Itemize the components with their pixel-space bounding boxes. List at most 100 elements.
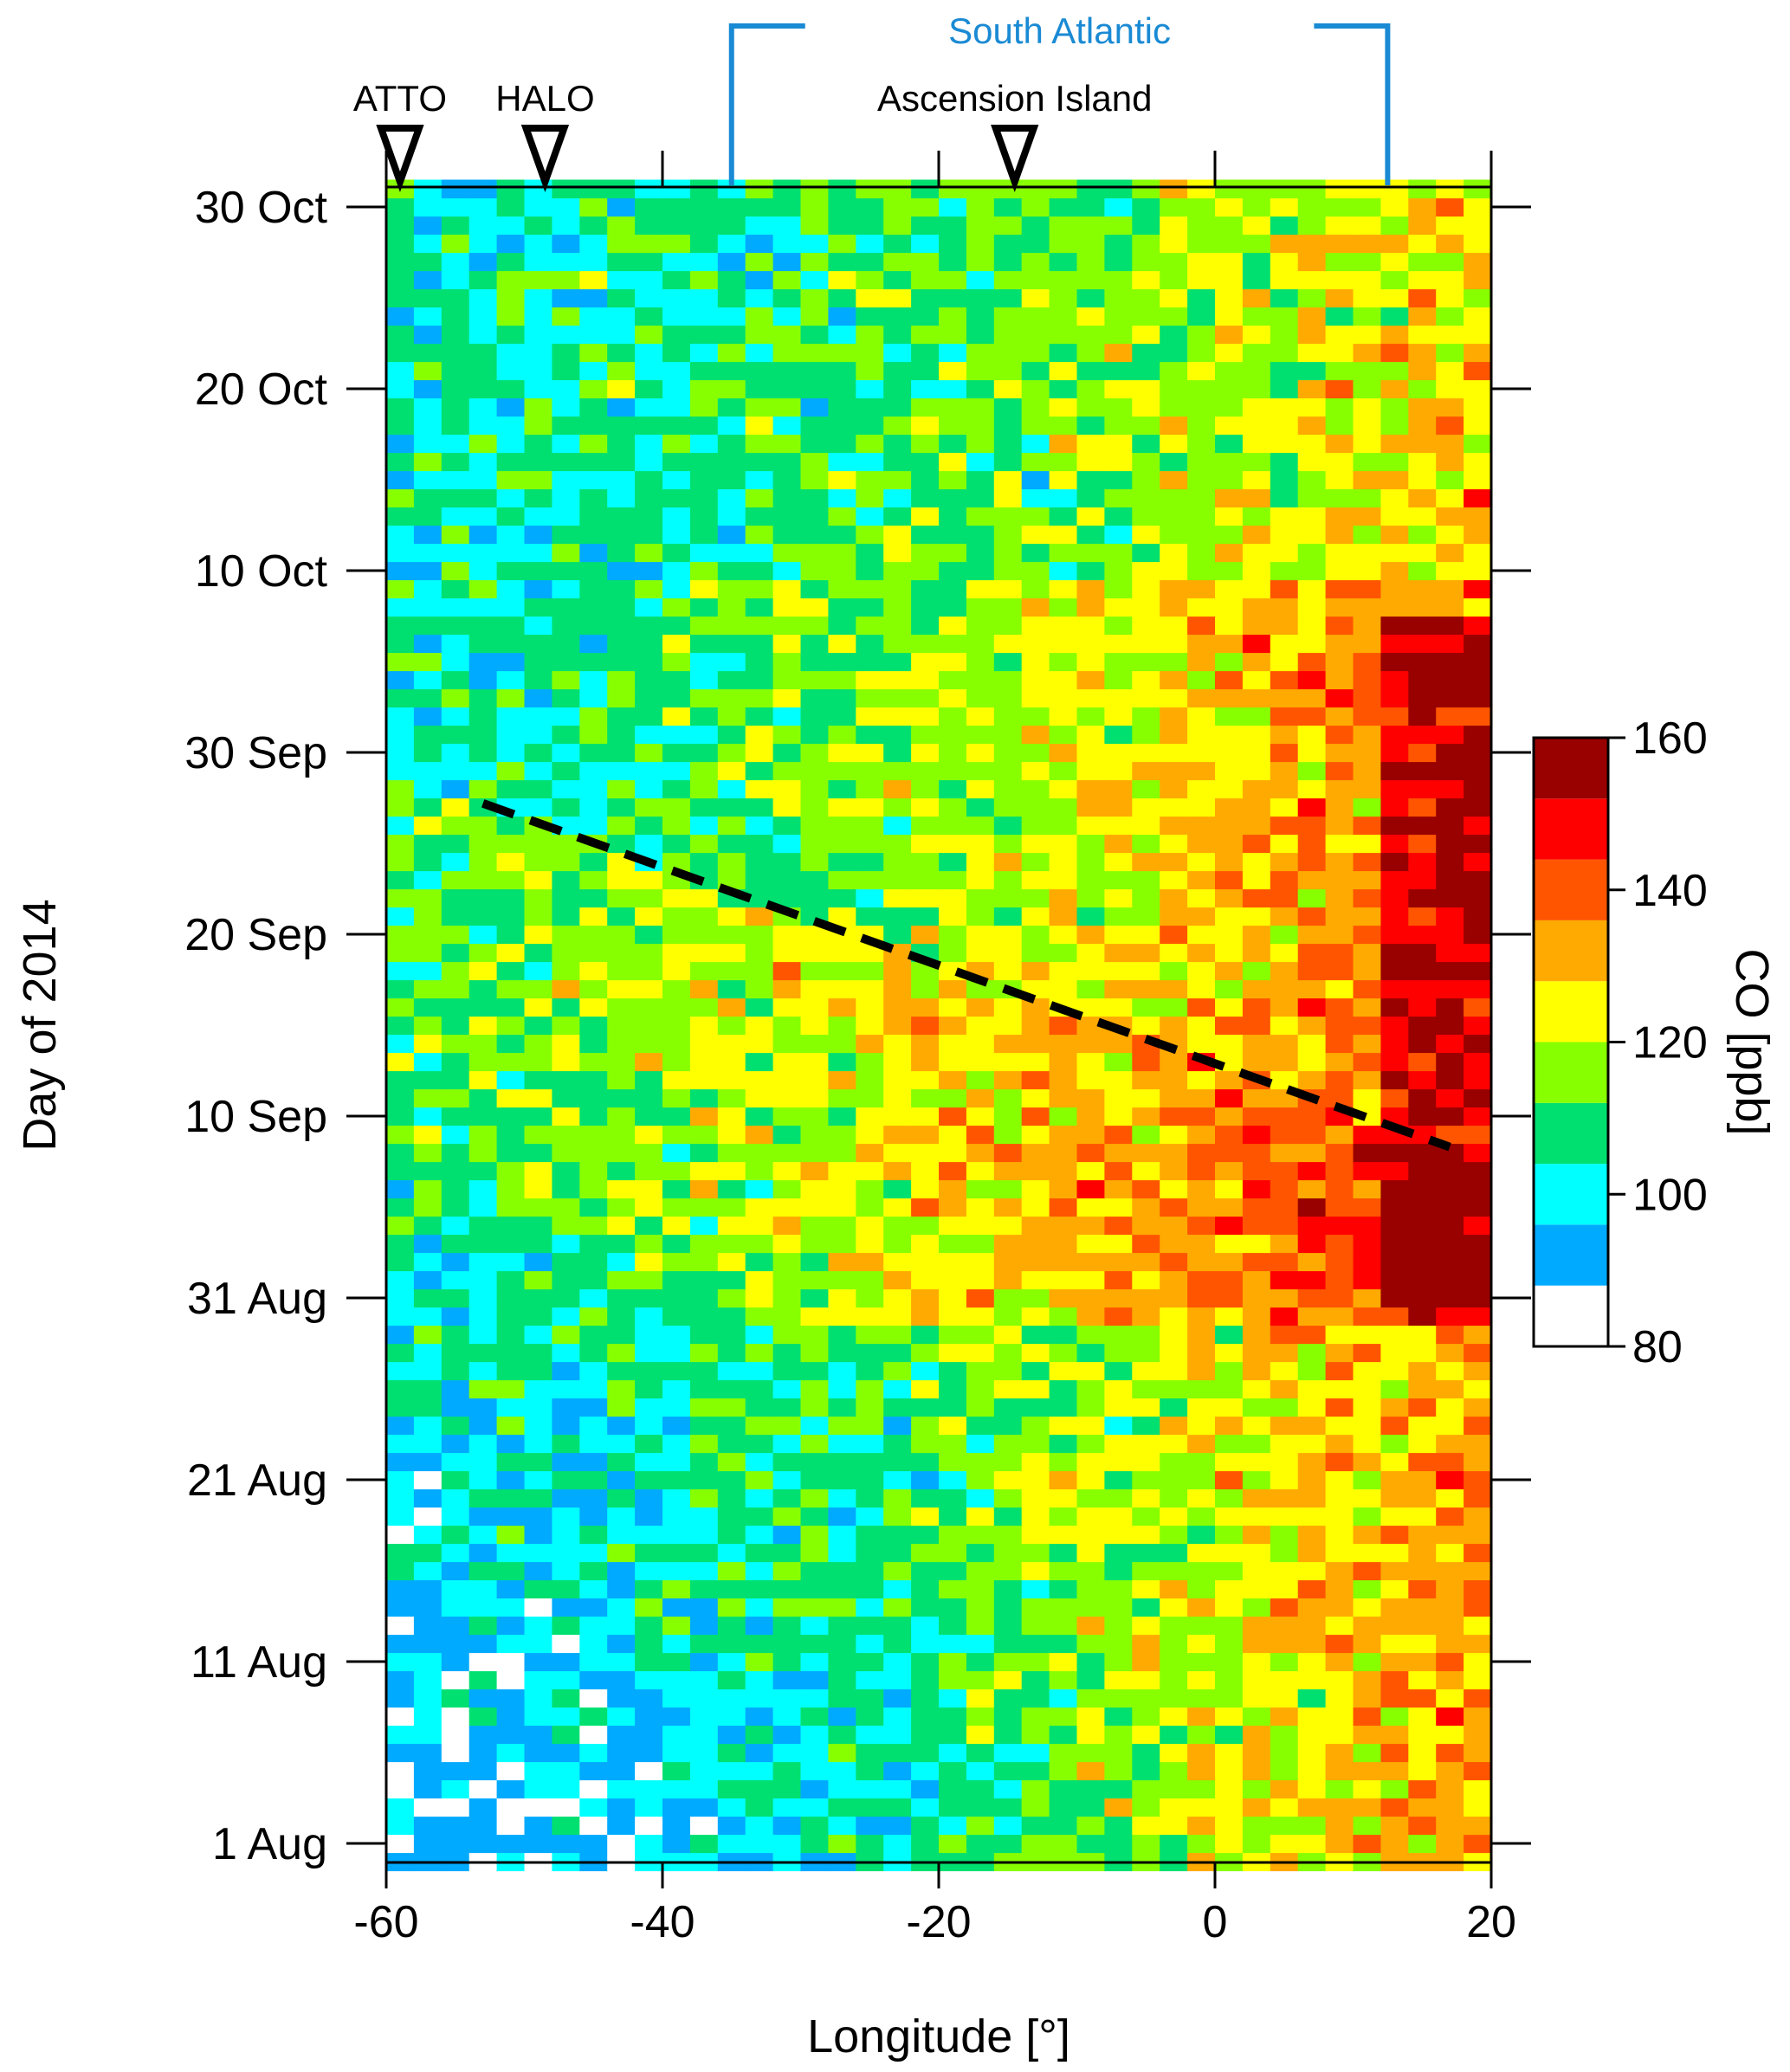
heatmap-cell: [828, 1707, 856, 1727]
heatmap-cell: [469, 1543, 498, 1563]
heatmap-cell: [1464, 543, 1492, 563]
heatmap-cell: [386, 1616, 415, 1636]
heatmap-cell: [717, 1197, 746, 1217]
heatmap-cell: [856, 1670, 884, 1690]
heatmap-cell: [800, 1434, 829, 1454]
heatmap-cell: [828, 452, 856, 472]
heatmap-cell: [772, 270, 802, 290]
heatmap-cell: [1215, 1488, 1244, 1508]
heatmap-cell: [386, 1543, 415, 1563]
colorbar-bin: [1534, 1102, 1608, 1165]
heatmap-cell: [1132, 1707, 1160, 1727]
heatmap-cell: [413, 1143, 443, 1163]
heatmap-cell: [1353, 1525, 1381, 1545]
heatmap-cell: [1436, 288, 1464, 308]
heatmap-cell: [1464, 1452, 1492, 1472]
heatmap-cell: [635, 925, 663, 945]
heatmap-cell: [386, 1125, 415, 1145]
heatmap-cell: [579, 597, 608, 617]
heatmap-cell: [883, 634, 912, 654]
heatmap-cell: [1215, 1507, 1244, 1527]
heatmap-cell: [1380, 343, 1409, 363]
heatmap-cell: [828, 1688, 856, 1708]
heatmap-cell: [1380, 888, 1409, 908]
heatmap-cell: [552, 1416, 580, 1436]
heatmap-cell: [1215, 1343, 1244, 1363]
heatmap-cell: [1436, 888, 1464, 908]
heatmap-cell: [883, 507, 912, 526]
heatmap-cell: [413, 797, 443, 817]
heatmap-cell: [1408, 1252, 1437, 1272]
heatmap-cell: [469, 361, 498, 381]
heatmap-cell: [552, 1125, 580, 1145]
heatmap-cell: [579, 1779, 608, 1799]
heatmap-cell: [635, 579, 663, 599]
heatmap-cell: [1464, 452, 1492, 472]
heatmap-cell: [579, 1397, 608, 1417]
heatmap-cell: [441, 743, 470, 763]
colorbar-bin: [1534, 981, 1608, 1042]
heatmap-cell: [1049, 1052, 1078, 1072]
heatmap-cell: [993, 288, 1023, 308]
heatmap-cell: [911, 543, 940, 563]
heatmap-cell: [1353, 597, 1381, 617]
heatmap-cell: [1380, 779, 1409, 799]
heatmap-cell: [552, 943, 580, 963]
heatmap-cell: [800, 1288, 829, 1308]
heatmap-cell: [1270, 1397, 1299, 1417]
heatmap-cell: [1160, 1179, 1188, 1199]
heatmap-cell: [662, 197, 691, 217]
heatmap-cell: [800, 1034, 829, 1054]
heatmap-cell: [1325, 252, 1354, 272]
heatmap-cell: [1132, 1761, 1160, 1781]
heatmap-cell: [1353, 1761, 1381, 1781]
heatmap-cell: [911, 634, 940, 654]
heatmap-cell: [1297, 979, 1327, 999]
heatmap-cell: [800, 434, 829, 454]
heatmap-cell: [856, 288, 884, 308]
heatmap-cell: [828, 1270, 856, 1290]
heatmap-cell: [1270, 1616, 1299, 1636]
heatmap-cell: [1436, 1488, 1464, 1508]
heatmap-cell: [1104, 1125, 1133, 1145]
heatmap-cell: [607, 1216, 636, 1236]
heatmap-cell: [1104, 743, 1133, 763]
heatmap-cell: [1242, 579, 1271, 599]
heatmap-cell: [1160, 379, 1188, 399]
heatmap-cell: [856, 1325, 884, 1345]
heatmap-cell: [911, 1343, 940, 1363]
heatmap-cell: [413, 834, 443, 854]
heatmap-cell: [607, 488, 636, 508]
heatmap-cell: [1380, 1725, 1409, 1745]
heatmap-cell: [441, 1197, 470, 1217]
heatmap-cell: [386, 1288, 415, 1308]
heatmap-cell: [524, 925, 553, 945]
heatmap-cell: [552, 670, 580, 690]
heatmap-cell: [552, 452, 580, 472]
heatmap-cell: [911, 434, 940, 454]
heatmap-cell: [1160, 1088, 1188, 1108]
heatmap-cell: [413, 434, 443, 454]
heatmap-cell: [524, 1161, 553, 1181]
heatmap-cell: [1104, 197, 1133, 217]
heatmap-cell: [883, 579, 912, 599]
heatmap-cell: [496, 416, 526, 436]
heatmap-cell: [635, 888, 663, 908]
heatmap-cell: [717, 1270, 746, 1290]
heatmap-cell: [579, 1834, 608, 1854]
heatmap-cell: [939, 634, 967, 654]
heatmap-cell: [386, 434, 415, 454]
heatmap-cell: [1464, 1598, 1492, 1617]
heatmap-cell: [579, 907, 608, 926]
heatmap-cell: [1076, 688, 1105, 708]
heatmap-cell: [1104, 1616, 1133, 1636]
heatmap-cell: [386, 1416, 415, 1436]
heatmap-cell: [1270, 1507, 1299, 1527]
heatmap-cell: [883, 597, 912, 617]
heatmap-cell: [1380, 834, 1409, 854]
heatmap-cell: [966, 1343, 995, 1363]
heatmap-cell: [1132, 652, 1160, 672]
heatmap-cell: [745, 525, 774, 545]
heatmap-cell: [1353, 1088, 1381, 1108]
heatmap-cell: [607, 1488, 636, 1508]
